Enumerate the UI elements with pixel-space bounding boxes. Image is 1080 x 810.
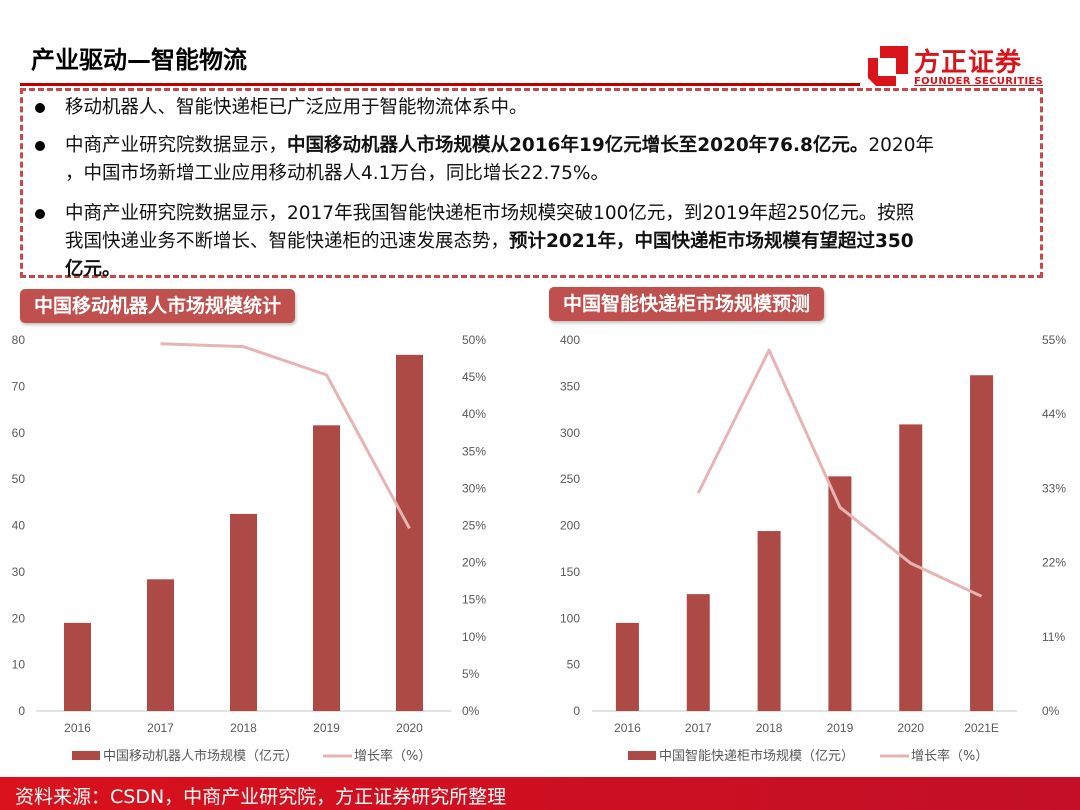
- logo-english-name: FOUNDER SECURITIES: [914, 76, 1044, 87]
- x-axis-tick: 2016: [614, 721, 641, 735]
- y-axis-left-tick: 0: [18, 704, 25, 718]
- y-axis-right-tick: 20%: [462, 556, 486, 570]
- x-axis-tick: 2019: [827, 721, 854, 735]
- bar: [828, 476, 852, 711]
- y-axis-left-tick: 350: [560, 379, 580, 393]
- bar: [396, 354, 423, 711]
- bar: [147, 579, 174, 711]
- y-axis-right-tick: 33%: [1042, 481, 1066, 495]
- bullet-text: 中商产业研究院数据显示，2017年我国智能快递柜市场规模突破100亿元，到201…: [65, 203, 915, 280]
- bar: [970, 375, 994, 711]
- y-axis-left-tick: 50: [12, 472, 26, 486]
- y-axis-left-tick: 80: [12, 333, 26, 347]
- y-axis-left-tick: 100: [560, 611, 580, 625]
- chart-title-locker: 中国智能快递柜市场规模预测: [549, 287, 825, 321]
- source-text: 资料来源：CSDN，中商产业研究院，方正证券研究所整理: [15, 786, 507, 808]
- company-logo: 方正证券 FOUNDER SECURITIES: [862, 40, 1062, 94]
- source-footer: 资料来源：CSDN，中商产业研究院，方正证券研究所整理: [0, 777, 1080, 810]
- legend-bar-swatch-icon: [628, 751, 656, 760]
- y-axis-right-tick: 50%: [462, 333, 486, 347]
- robot-market-chart: 0 10 20 30 40 50 60 70 80 0% 5% 10% 15% 20% 25% 30% 35% 4…: [12, 333, 487, 764]
- x-axis-tick: 2018: [230, 721, 257, 735]
- chart-title-robot: 中国移动机器人市场规模统计: [20, 289, 296, 323]
- bar: [230, 513, 257, 711]
- y-axis-right-tick: 0%: [462, 704, 480, 718]
- y-axis-left-tick: 150: [560, 565, 580, 579]
- y-axis-right-tick: 0%: [1042, 704, 1060, 718]
- bar: [313, 425, 340, 711]
- bullet-dot-icon: [35, 209, 45, 219]
- growth-rate-line: [160, 342, 411, 530]
- y-axis-left-tick: 300: [560, 426, 580, 440]
- y-axis-right-tick: 45%: [462, 370, 486, 384]
- y-axis-left-tick: 10: [12, 658, 26, 672]
- x-axis-tick: 2017: [147, 721, 174, 735]
- x-axis-tick: 2020: [396, 721, 423, 735]
- bar: [64, 622, 91, 711]
- y-axis-left-tick: 250: [560, 472, 580, 486]
- title-rule: [20, 83, 860, 86]
- locker-market-chart: 0 50 100 150 200 250 300 350 400 0% 11% 22% 33% 44% 55…: [560, 333, 1066, 764]
- summary-box: 移动机器人、智能快递柜已广泛应用于智能物流体系中。 中商产业研究院数据显示，中国…: [20, 88, 1043, 280]
- y-axis-left-tick: 0: [573, 704, 580, 718]
- y-axis-left-tick: 30: [12, 565, 26, 579]
- y-axis-right-tick: 22%: [1042, 556, 1066, 570]
- y-axis-left-tick: 70: [12, 379, 26, 393]
- y-axis-left-tick: 400: [560, 333, 580, 347]
- bar: [757, 531, 781, 711]
- page-title: 产业驱动—智能物流: [31, 46, 247, 74]
- x-axis-tick: 2021E: [964, 721, 999, 735]
- legend-bar-label: 中国移动机器人市场规模（亿元）: [103, 748, 298, 764]
- x-axis-tick: 2019: [313, 721, 340, 735]
- y-axis-left-tick: 60: [12, 426, 26, 440]
- bullet-text: 移动机器人、智能快递柜已广泛应用于智能物流体系中。: [65, 97, 528, 118]
- logo-chinese-name: 方正证券: [914, 48, 1023, 78]
- y-axis-right-tick: 11%: [1042, 630, 1065, 644]
- y-axis-right-tick: 35%: [462, 444, 486, 458]
- legend-line-label: 增长率（%）: [911, 748, 988, 764]
- x-axis-tick: 2020: [897, 721, 924, 735]
- y-axis-right-tick: 55%: [1042, 333, 1066, 347]
- bullet-dot-icon: [35, 141, 45, 151]
- bullet-text: 中商产业研究院数据显示，中国移动机器人市场规模从2016年19亿元增长至2020…: [65, 135, 934, 184]
- x-axis-tick: 2016: [64, 721, 91, 735]
- bar: [686, 594, 710, 711]
- y-axis-right-tick: 10%: [462, 630, 486, 644]
- y-axis-left-tick: 40: [12, 519, 26, 533]
- x-axis-tick: 2018: [756, 721, 783, 735]
- legend-line-label: 增长率（%）: [354, 748, 431, 764]
- bar: [899, 424, 923, 711]
- logo-mark-icon: [868, 46, 908, 86]
- y-axis-right-tick: 5%: [462, 667, 480, 681]
- y-axis-left-tick: 200: [560, 519, 580, 533]
- legend-bar-swatch-icon: [72, 751, 100, 760]
- y-axis-left-tick: 50: [567, 658, 581, 672]
- y-axis-right-tick: 25%: [462, 519, 486, 533]
- y-axis-left-tick: 20: [12, 611, 26, 625]
- bar: [615, 622, 639, 711]
- y-axis-right-tick: 30%: [462, 481, 486, 495]
- bullet-dot-icon: [35, 103, 45, 113]
- growth-rate-line: [696, 348, 983, 598]
- y-axis-right-tick: 44%: [1042, 407, 1066, 421]
- y-axis-right-tick: 15%: [462, 593, 486, 607]
- legend-bar-label: 中国智能快递柜市场规模（亿元）: [659, 748, 854, 764]
- y-axis-right-tick: 40%: [462, 407, 486, 421]
- x-axis-tick: 2017: [685, 721, 712, 735]
